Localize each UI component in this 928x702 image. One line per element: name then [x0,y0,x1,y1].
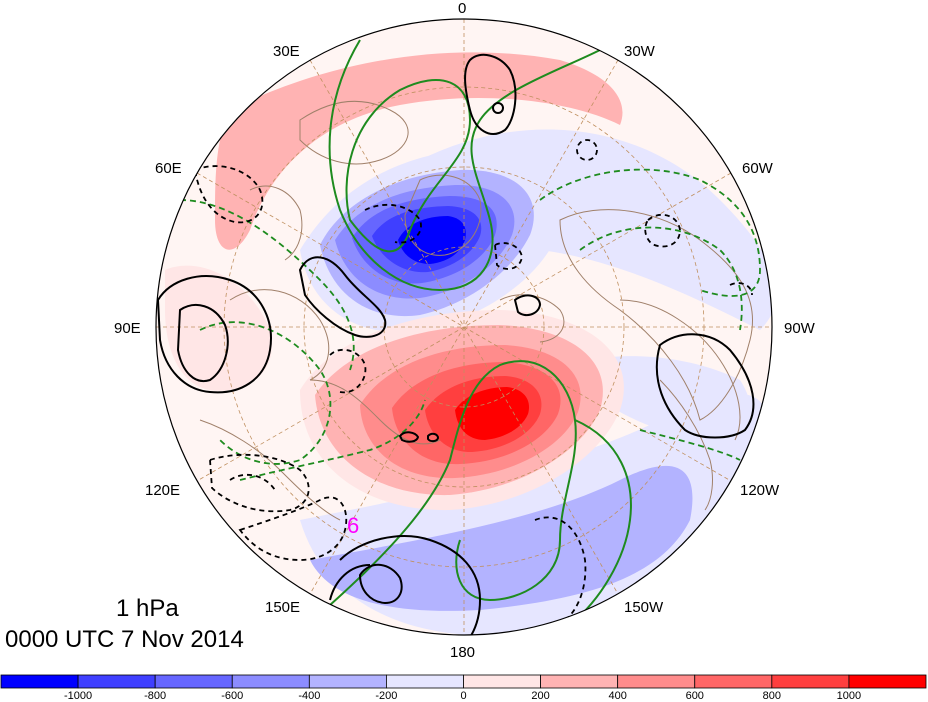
green-dashed-contours [179,168,761,481]
valid-time-label: 0000 UTC 7 Nov 2014 [5,626,244,653]
colorbar-swatch [540,674,619,689]
colorbar-tick-label: 200 [531,690,550,702]
colorbar-tick-label: -200 [375,690,398,702]
lon-label-90w: 90W [784,320,815,337]
colorbar-tick-label: 0 [460,690,467,702]
lon-label-30w: 30W [624,43,655,60]
colorbar-swatch [848,674,927,689]
colorbar-swatch [463,674,541,689]
colorbar-swatch [154,674,233,689]
colorbar-swatch [0,674,79,689]
colorbar-swatch [771,674,850,689]
lon-label-120w: 120W [740,482,780,499]
black-contours [156,53,755,635]
colorbar-tick-label: 600 [685,690,704,702]
colorbar-swatch [617,674,696,689]
colorbar-tick-label: 1000 [836,690,862,702]
colorbar-swatch [694,674,773,689]
black-dashed-contours [193,139,753,626]
lon-label-60w: 60W [742,160,773,177]
colorbar-tick-label: -800 [144,690,167,702]
colorbar [0,674,927,689]
colorbar-swatch [77,674,156,689]
colorbar-swatch [308,674,387,689]
colorbar-swatch [231,674,310,689]
lon-label-150w: 150W [624,599,664,616]
lon-label-150e: 150E [265,599,301,616]
lon-label-60e: 60E [155,160,182,177]
colorbar-swatch [386,674,464,689]
lon-label-30e: 30E [273,43,300,60]
lon-label-180: 180 [450,644,476,661]
lon-label-90e: 90E [114,320,141,337]
colorbar-tick-label: -400 [298,690,321,702]
colorbar-tick-label: 400 [608,690,627,702]
hurricane-icon: 6 [347,513,359,538]
colorbar-tick-label: -600 [221,690,244,702]
level-label: 1 hPa [116,595,179,622]
colorbar-tick-label: 800 [762,690,782,702]
lon-label-0: 0 [458,0,467,17]
lon-label-120e: 120E [145,482,181,499]
colorbar-tick-label: -1000 [64,690,93,702]
